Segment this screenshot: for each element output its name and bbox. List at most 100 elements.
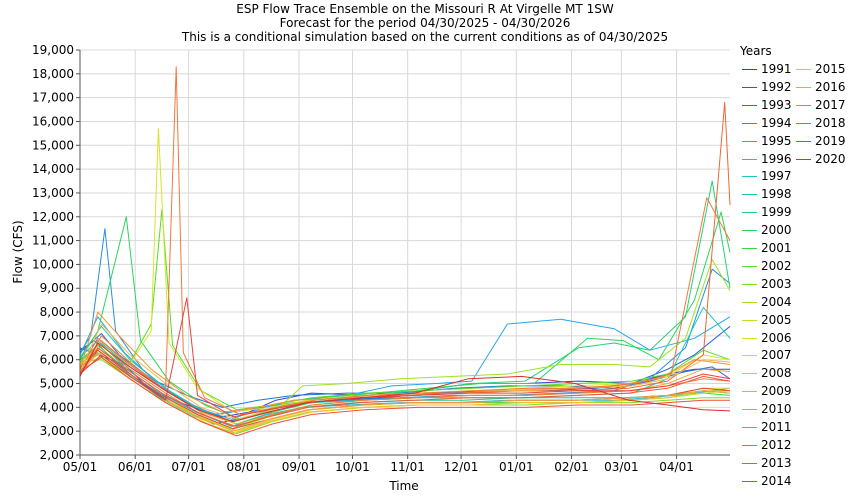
legend-swatch <box>742 337 757 339</box>
legend-label: 1998 <box>761 187 792 202</box>
y-tick-label: 11,000 <box>32 234 74 248</box>
legend-swatch <box>742 86 757 88</box>
grid <box>79 49 730 456</box>
x-axis-title: Time <box>388 479 418 493</box>
legend-swatch <box>742 122 757 124</box>
legend-item-2015: 2015 <box>796 62 846 76</box>
legend-swatch <box>742 230 757 232</box>
legend-item-1994: 1994 <box>742 116 792 130</box>
x-tick-label: 01/01 <box>499 460 534 474</box>
chart-title-line-2: Forecast for the period 04/30/2025 - 04/… <box>279 16 571 30</box>
legend-swatch <box>742 69 757 70</box>
legend-swatch <box>742 140 757 142</box>
legend-swatch <box>742 212 757 214</box>
y-tick-label: 17,000 <box>32 91 74 105</box>
legend-label: 2002 <box>761 258 792 273</box>
legend-swatch <box>742 444 757 446</box>
x-tick-label: 12/01 <box>444 460 479 474</box>
legend-item-2010: 2010 <box>742 402 792 416</box>
legend-swatch <box>742 194 757 196</box>
legend-swatch <box>742 248 757 249</box>
x-tick-label: 09/01 <box>282 460 317 474</box>
series-line-1994 <box>79 228 731 415</box>
legend-label: 1992 <box>761 79 792 94</box>
legend-item-1992: 1992 <box>742 80 792 94</box>
legend-swatch <box>742 355 757 357</box>
legend-item-2004: 2004 <box>742 295 792 309</box>
x-tick-label: 03/01 <box>604 460 639 474</box>
legend-swatch <box>742 462 757 464</box>
legend-item-2019: 2019 <box>796 134 846 148</box>
x-tick-label: 07/01 <box>171 460 206 474</box>
legend-item-2003: 2003 <box>742 277 792 291</box>
legend-item-2002: 2002 <box>742 259 792 273</box>
legend-swatch <box>742 176 757 178</box>
chart-title-line-1: ESP Flow Trace Ensemble on the Missouri … <box>236 2 614 16</box>
legend-label: 2009 <box>761 384 792 399</box>
legend-item-2014: 2014 <box>742 474 792 488</box>
legend-label: 1997 <box>761 169 792 184</box>
series-line-2020 <box>79 342 731 423</box>
series-line-2013 <box>79 356 730 437</box>
y-tick-label: 6,000 <box>40 353 74 367</box>
chart-title-line-3: This is a conditional simulation based o… <box>181 30 669 44</box>
legend-item-2018: 2018 <box>796 116 846 130</box>
legend-swatch <box>742 104 757 106</box>
legend-swatch <box>796 140 811 142</box>
y-axis-title: Flow (CFS) <box>11 220 25 283</box>
legend-label: 1991 <box>761 62 792 76</box>
series-line-1992 <box>79 326 731 425</box>
legend-item-1998: 1998 <box>742 187 792 201</box>
legend-swatch <box>796 122 811 124</box>
legend-swatch <box>742 319 757 321</box>
legend-label: 2001 <box>761 241 792 255</box>
legend-label: 2014 <box>761 473 792 488</box>
y-tick-label: 8,000 <box>40 305 74 319</box>
legend-item-1997: 1997 <box>742 169 792 183</box>
legend-swatch <box>742 265 757 267</box>
x-tick-label: 11/01 <box>390 460 425 474</box>
y-tick-label: 19,000 <box>32 43 74 57</box>
legend-label: 1995 <box>761 133 792 148</box>
series-line-2018 <box>79 347 731 427</box>
legend-item-2001: 2001 <box>742 241 792 255</box>
legend-item-2008: 2008 <box>742 366 792 380</box>
legend-label: 1994 <box>761 115 792 130</box>
legend-swatch <box>742 283 757 285</box>
legend-item-2000: 2000 <box>742 223 792 237</box>
x-tick-label: 04/01 <box>659 460 694 474</box>
legend-item-2013: 2013 <box>742 456 792 470</box>
legend-label: 2006 <box>761 330 792 345</box>
legend-item-1991: 1991 <box>742 62 792 76</box>
y-tick-label: 16,000 <box>32 114 74 128</box>
series-lines <box>79 66 731 437</box>
legend-label: 2011 <box>761 420 792 434</box>
legend-label: 2007 <box>761 348 792 363</box>
y-tick-label: 12,000 <box>32 210 74 224</box>
legend-item-1993: 1993 <box>742 98 792 112</box>
legend-item-2020: 2020 <box>796 152 846 166</box>
legend-item-2011: 2011 <box>742 420 792 434</box>
legend-label: 2000 <box>761 223 792 238</box>
y-tick-label: 4,000 <box>40 400 74 414</box>
legend-item-1996: 1996 <box>742 152 792 166</box>
legend-label: 2019 <box>815 133 846 148</box>
x-tick-label: 10/01 <box>335 460 370 474</box>
legend-item-1995: 1995 <box>742 134 792 148</box>
legend-label: 2010 <box>761 402 792 417</box>
legend-item-2009: 2009 <box>742 384 792 398</box>
x-tick-label: 02/01 <box>554 460 589 474</box>
legend-item-2005: 2005 <box>742 313 792 327</box>
legend-label: 1999 <box>761 205 792 220</box>
legend-label: 2004 <box>761 294 792 309</box>
axes: 2,000 3,000 4,000 5,000 6,000 7,000 8,000 9,000… <box>32 43 730 474</box>
legend-swatch <box>742 409 757 411</box>
legend-swatch <box>742 391 757 393</box>
legend-label: 2015 <box>815 62 846 76</box>
y-tick-label: 13,000 <box>32 186 74 200</box>
legend-item-2007: 2007 <box>742 348 792 362</box>
legend-title: Years <box>740 44 772 58</box>
legend-item-1999: 1999 <box>742 205 792 219</box>
legend-label: 2016 <box>815 79 846 94</box>
